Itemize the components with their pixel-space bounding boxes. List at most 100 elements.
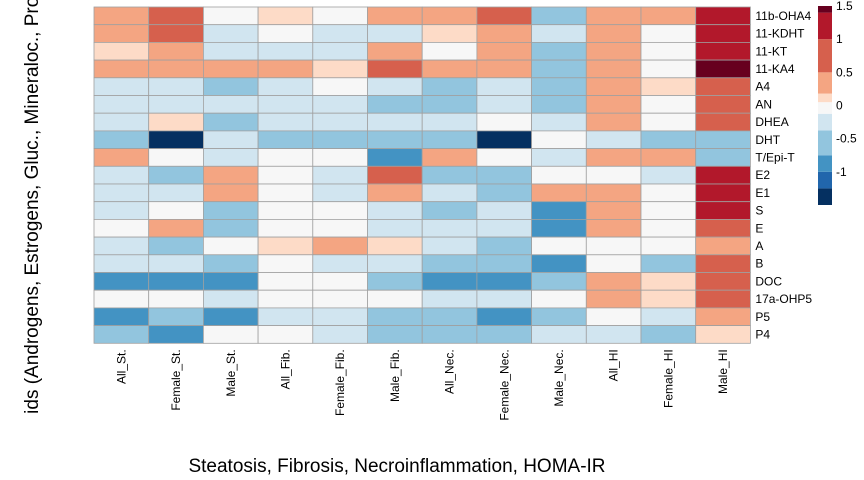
heatmap-cell — [257, 42, 314, 61]
heatmap-cell — [367, 24, 423, 43]
heatmap-cell — [476, 218, 532, 238]
heatmap-cell — [695, 325, 751, 344]
row-label: 11b-OHA4 — [755, 9, 811, 23]
heatmap-cell — [148, 24, 204, 43]
heatmap-cell — [476, 165, 532, 185]
heatmap-cell — [257, 218, 314, 238]
heatmap-cell — [312, 254, 368, 273]
heatmap-cell — [312, 59, 368, 79]
heatmap-cell — [695, 6, 751, 26]
heatmap-cell — [531, 95, 587, 114]
heatmap-cell — [421, 325, 478, 344]
heatmap-cell — [148, 148, 204, 167]
heatmap-cell — [367, 201, 423, 220]
heatmap-cell — [367, 77, 423, 96]
heatmap-cell — [640, 201, 697, 220]
heatmap-cell — [695, 112, 751, 132]
heatmap-cell — [695, 24, 751, 43]
heatmap-cell — [585, 218, 642, 238]
heatmap-cell — [695, 289, 751, 309]
heatmap-cell — [531, 218, 587, 238]
heatmap-cell — [148, 218, 204, 238]
heatmap-cell — [640, 130, 697, 149]
heatmap-cell — [93, 325, 150, 344]
legend-tick-label: 1 — [836, 32, 843, 46]
heatmap-cell — [148, 201, 204, 220]
heatmap-cell — [640, 95, 697, 114]
row-label: DOC — [755, 274, 782, 288]
heatmap-cell — [202, 24, 259, 43]
heatmap-cell — [257, 95, 314, 114]
column-label: Male_Nec. — [552, 349, 566, 406]
heatmap-cell — [312, 130, 368, 149]
heatmap-cell — [640, 325, 697, 344]
row-label: A — [755, 239, 763, 253]
heatmap-cell — [476, 289, 532, 309]
heatmap-cell — [202, 42, 259, 61]
heatmap-cell — [640, 236, 697, 256]
heatmap-cell — [312, 24, 368, 43]
heatmap-cell — [476, 183, 532, 203]
heatmap-cell — [93, 272, 150, 291]
heatmap-cell — [585, 42, 642, 61]
row-label: DHEA — [755, 115, 788, 129]
heatmap-cell — [202, 95, 259, 114]
heatmap-cell — [585, 201, 642, 220]
heatmap-cell — [148, 325, 204, 344]
heatmap-cell — [257, 289, 314, 309]
heatmap-cell — [257, 307, 314, 326]
heatmap-cell — [640, 165, 697, 185]
heatmap-cell — [640, 24, 697, 43]
legend-swatch — [818, 39, 832, 73]
heatmap-cell — [93, 165, 150, 185]
heatmap-cell — [367, 59, 423, 79]
heatmap-cell — [531, 77, 587, 96]
heatmap-cell — [585, 59, 642, 79]
heatmap-cell — [202, 165, 259, 185]
heatmap-cell — [531, 148, 587, 167]
row-label: DHT — [755, 133, 780, 147]
column-label: Female_Nec. — [497, 349, 511, 420]
heatmap-cell — [93, 24, 150, 43]
row-label: AN — [755, 97, 772, 111]
heatmap-cell — [531, 6, 587, 26]
heatmap-cell — [312, 42, 368, 61]
heatmap-cell — [421, 24, 478, 43]
heatmap-cell — [640, 42, 697, 61]
heatmap-cell — [585, 183, 642, 203]
heatmap-cell — [257, 6, 314, 26]
column-label: Female_Fib. — [333, 349, 347, 416]
heatmap-cell — [421, 254, 478, 273]
row-label: P5 — [755, 310, 770, 324]
heatmap-cell — [640, 289, 697, 309]
heatmap-cell — [367, 42, 423, 61]
heatmap-cell — [367, 236, 423, 256]
heatmap-cell — [202, 218, 259, 238]
heatmap-cell — [585, 112, 642, 132]
legend-tick-label: 0 — [836, 99, 843, 113]
heatmap-cell — [93, 236, 150, 256]
heatmap-cell — [367, 165, 423, 185]
heatmap-cell — [421, 165, 478, 185]
heatmap-cell — [148, 130, 204, 149]
heatmap-cell — [202, 6, 259, 26]
heatmap-cell — [585, 77, 642, 96]
heatmap-cell — [531, 24, 587, 43]
heatmap-cell — [312, 112, 368, 132]
heatmap-cell — [476, 307, 532, 326]
heatmap-cell — [640, 254, 697, 273]
heatmap-cells — [93, 6, 751, 344]
heatmap-cell — [695, 218, 751, 238]
legend-swatch — [818, 72, 832, 94]
heatmap-cell — [640, 59, 697, 79]
heatmap-cell — [312, 218, 368, 238]
heatmap-cell — [93, 289, 150, 309]
heatmap-cell — [202, 130, 259, 149]
heatmap-cell — [202, 112, 259, 132]
heatmap-cell — [202, 325, 259, 344]
heatmap-cell — [695, 183, 751, 203]
heatmap-cell — [312, 165, 368, 185]
row-label: 11-KDHT — [755, 27, 805, 41]
heatmap-cell — [93, 6, 150, 26]
